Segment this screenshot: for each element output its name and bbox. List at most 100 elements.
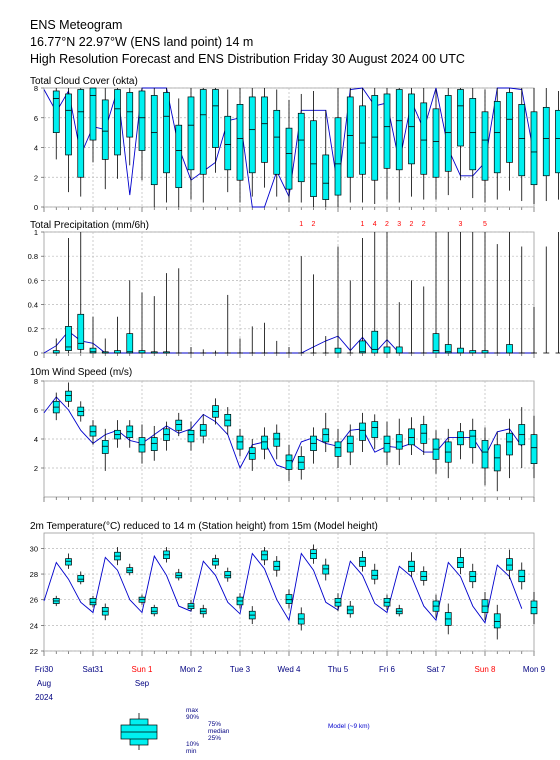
ens-box — [481, 89, 489, 203]
ens-box — [555, 90, 560, 200]
ens-box — [298, 256, 305, 354]
quartile-box — [261, 435, 268, 450]
y-tick-label: 0.8 — [28, 252, 38, 261]
overflow-label: 5 — [483, 221, 487, 228]
ens-box — [359, 412, 366, 453]
model-line — [43, 552, 523, 624]
ens-box — [175, 568, 183, 581]
quartile-box — [224, 571, 232, 579]
ens-box — [359, 550, 366, 572]
quartile-box — [297, 112, 305, 183]
ens-box — [346, 600, 354, 618]
ens-box — [65, 553, 72, 569]
ens-box — [285, 444, 293, 482]
ens-box — [138, 88, 146, 181]
quartile-box — [457, 347, 464, 354]
day-label: Sun 8 — [475, 665, 496, 674]
ens-box — [65, 382, 72, 408]
ens-box — [518, 562, 526, 590]
quartile-box — [420, 424, 428, 444]
ens-box — [224, 294, 231, 354]
y-tick-label: 0.4 — [28, 301, 38, 310]
quartile-box — [236, 435, 244, 450]
quartile-box — [65, 326, 72, 351]
ens-box — [187, 88, 195, 200]
quartile-box — [493, 101, 501, 174]
ens-box — [310, 544, 317, 564]
quartile-box — [89, 598, 97, 606]
y-tick-label: 0.2 — [28, 325, 38, 334]
ens-box — [273, 89, 281, 197]
y-tick-label: 24 — [30, 621, 38, 630]
ens-box — [518, 246, 525, 354]
quartile-box — [359, 105, 366, 175]
ens-box — [150, 88, 158, 207]
ens-box — [273, 556, 281, 577]
legend-min-label: min — [186, 748, 197, 755]
quartile-box — [542, 106, 550, 177]
ens-box — [248, 606, 256, 625]
legend — [120, 713, 158, 750]
ens-box — [493, 88, 501, 200]
quartile-box — [89, 347, 97, 354]
chart-title: ENS Meteogram — [30, 18, 123, 32]
overflow-label: 2 — [410, 221, 414, 228]
legend-model-label: Model (~9 km) — [328, 723, 370, 730]
ens-box — [420, 566, 428, 586]
ens-box — [444, 232, 452, 354]
day-label: Sat 7 — [427, 665, 446, 674]
quartile-box — [101, 99, 109, 160]
ens-box — [322, 110, 330, 207]
overflow-label: 4 — [373, 221, 377, 228]
y-tick-label: 1 — [34, 228, 38, 237]
ens-box — [212, 554, 219, 569]
quartile-box — [150, 607, 158, 615]
panel-title: 2m Temperature(°C) reduced to 14 m (Stat… — [30, 521, 378, 532]
quartile-box — [212, 89, 219, 148]
day-label: Sun 1 — [132, 665, 153, 674]
quartile-box — [187, 429, 195, 443]
day-label: Fri 6 — [379, 665, 396, 674]
quartile-box — [77, 313, 85, 350]
ens-box — [163, 421, 170, 451]
quartile-box — [273, 109, 281, 175]
quartile-box — [150, 95, 158, 186]
quartile-box — [469, 429, 477, 449]
day-label: Sat31 — [83, 665, 104, 674]
forecast-subtitle: High Resolution Forecast and ENS Distrib… — [30, 52, 465, 66]
ens-box — [52, 595, 60, 607]
quartile-box — [506, 558, 513, 571]
quartile-box — [518, 104, 526, 177]
ens-box — [506, 232, 513, 354]
quartile-box — [395, 346, 403, 354]
ens-box — [150, 296, 158, 354]
ens-box — [334, 593, 342, 612]
ens-box — [285, 99, 293, 203]
ens-box — [322, 558, 330, 581]
ens-box — [187, 421, 195, 451]
ens-box — [114, 420, 121, 448]
quartile-box — [420, 102, 428, 175]
ens-box — [212, 398, 219, 425]
ens-box — [187, 599, 195, 612]
ens-box — [457, 88, 464, 181]
ens-box — [383, 88, 391, 200]
ens-box — [101, 428, 109, 471]
ens-box — [469, 88, 477, 199]
ens-box — [371, 232, 379, 354]
location-subtitle: 16.77°N 22.97°W (ENS land point) 14 m — [30, 35, 254, 49]
ens-box — [236, 593, 244, 609]
quartile-box — [346, 435, 354, 453]
ens-box — [273, 340, 280, 354]
y-tick-label: 4 — [34, 435, 38, 444]
y-tick-label: 28 — [30, 570, 38, 579]
ens-box — [212, 88, 219, 173]
quartile-box — [261, 96, 268, 163]
ens-box — [52, 392, 60, 421]
ens-box — [481, 232, 489, 354]
ens-box — [359, 238, 366, 354]
ens-box — [371, 563, 379, 585]
quartile-box — [334, 347, 342, 354]
quartile-box — [506, 344, 513, 354]
